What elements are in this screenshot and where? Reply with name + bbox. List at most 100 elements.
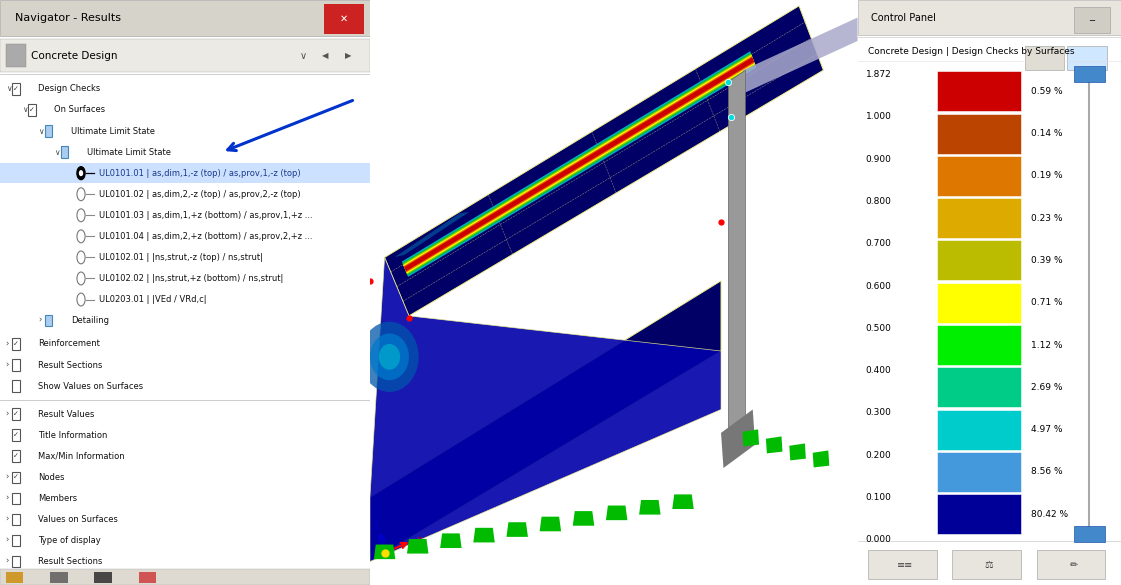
Polygon shape	[639, 500, 660, 515]
Text: On Surfaces: On Surfaces	[55, 105, 105, 115]
Polygon shape	[441, 534, 462, 548]
Bar	[45, 315, 53, 326]
Text: Control Panel: Control Panel	[871, 12, 936, 23]
Polygon shape	[385, 6, 824, 316]
Text: Detailing: Detailing	[71, 316, 109, 325]
Text: ›: ›	[6, 473, 9, 482]
Circle shape	[77, 167, 85, 180]
Polygon shape	[789, 443, 806, 460]
Bar	[22, 494, 28, 503]
Circle shape	[379, 344, 400, 370]
Bar	[22, 431, 28, 440]
Text: UL0101.03 | as,dim,1,+z (bottom) / as,prov,1,+z ...: UL0101.03 | as,dim,1,+z (bottom) / as,pr…	[99, 211, 313, 220]
Text: 0.000: 0.000	[865, 535, 891, 544]
Text: ✓: ✓	[29, 107, 35, 113]
Bar	[55, 126, 61, 136]
Text: UL0101.04 | as,dim,2,+z (bottom) / as,prov,2,+z ...: UL0101.04 | as,dim,2,+z (bottom) / as,pr…	[99, 232, 313, 241]
Bar	[71, 147, 77, 157]
Text: ›: ›	[6, 515, 9, 524]
Text: 0.39 %: 0.39 %	[1031, 256, 1063, 265]
Text: ∨: ∨	[299, 50, 307, 61]
Bar	[12, 408, 19, 420]
Text: Result Sections: Result Sections	[38, 360, 102, 370]
Bar	[1025, 46, 1064, 70]
Polygon shape	[742, 429, 759, 446]
Text: Concrete Design: Concrete Design	[31, 50, 118, 61]
Text: 0.900: 0.900	[865, 155, 891, 164]
Text: 0.700: 0.700	[865, 239, 891, 248]
Bar	[94, 572, 112, 583]
Text: ✏: ✏	[1069, 559, 1077, 570]
Polygon shape	[606, 505, 628, 520]
Text: ─: ─	[1090, 15, 1094, 25]
Bar	[50, 572, 67, 583]
Bar	[12, 83, 19, 95]
Bar	[1074, 526, 1105, 542]
Polygon shape	[404, 55, 754, 273]
Text: ✓: ✓	[13, 341, 19, 347]
Bar	[12, 535, 19, 546]
Polygon shape	[402, 53, 756, 276]
Circle shape	[80, 171, 83, 176]
Polygon shape	[373, 545, 396, 559]
Text: 0.400: 0.400	[865, 366, 891, 375]
Text: ≡≡: ≡≡	[897, 559, 914, 570]
Bar	[12, 429, 19, 441]
Bar	[22, 515, 28, 524]
Text: 0.300: 0.300	[865, 408, 891, 418]
Text: ✓: ✓	[13, 474, 19, 480]
Text: ›: ›	[6, 360, 9, 370]
Bar	[45, 125, 53, 137]
Polygon shape	[473, 528, 494, 542]
Circle shape	[360, 322, 419, 392]
Bar	[0, 39, 370, 72]
Text: Design Checks: Design Checks	[38, 84, 101, 94]
Bar	[22, 452, 28, 461]
Text: 0.19 %: 0.19 %	[1031, 171, 1063, 180]
Text: ›: ›	[6, 494, 9, 503]
Bar	[12, 493, 19, 504]
Polygon shape	[673, 494, 694, 509]
Text: 1.12 %: 1.12 %	[1031, 340, 1063, 349]
Bar	[937, 325, 1021, 365]
Bar	[12, 472, 19, 483]
Bar	[0, 163, 370, 183]
Text: ›: ›	[6, 410, 9, 419]
Bar	[22, 410, 28, 419]
Bar	[38, 105, 45, 115]
Bar	[139, 572, 157, 583]
Bar	[1074, 7, 1111, 33]
Bar	[937, 240, 1021, 280]
Bar	[61, 146, 68, 158]
Bar	[12, 338, 19, 350]
Polygon shape	[405, 57, 754, 271]
Text: Values on Surfaces: Values on Surfaces	[38, 515, 118, 524]
Text: Concrete Design | Design Checks by Surfaces: Concrete Design | Design Checks by Surfa…	[868, 47, 1075, 56]
Bar	[937, 494, 1021, 534]
Bar	[937, 452, 1021, 492]
Bar	[12, 556, 19, 567]
Bar	[12, 380, 19, 392]
Text: ›: ›	[6, 339, 9, 349]
Bar	[953, 550, 1021, 579]
Text: UL0101.01 | as,dim,1,-z (top) / as,prov,1,-z (top): UL0101.01 | as,dim,1,-z (top) / as,prov,…	[99, 168, 300, 178]
Polygon shape	[743, 18, 858, 94]
Text: Ultimate Limit State: Ultimate Limit State	[87, 147, 170, 157]
Polygon shape	[402, 54, 756, 274]
Bar	[22, 84, 28, 94]
Text: ∨: ∨	[21, 105, 27, 115]
Bar	[1037, 550, 1105, 579]
Text: ✓: ✓	[13, 86, 19, 92]
Bar	[937, 71, 1021, 111]
Text: ✕: ✕	[340, 13, 349, 24]
Text: 0.200: 0.200	[865, 450, 891, 460]
Circle shape	[370, 333, 409, 380]
Bar	[6, 44, 26, 67]
Text: Type of display: Type of display	[38, 536, 101, 545]
Bar	[937, 113, 1021, 154]
Text: 0.59 %: 0.59 %	[1031, 87, 1063, 96]
Text: 0.800: 0.800	[865, 197, 891, 206]
Bar	[6, 572, 24, 583]
Text: Result Values: Result Values	[38, 410, 94, 419]
Bar	[22, 536, 28, 545]
